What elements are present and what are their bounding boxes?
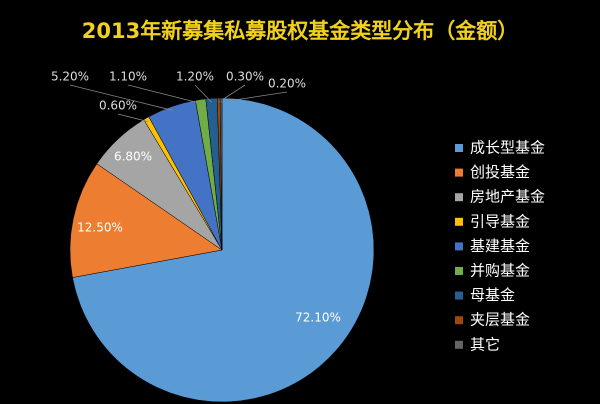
legend-swatch [455,242,463,251]
legend-swatch [455,168,463,177]
legend-label: 并购基金 [470,262,530,280]
data-label: 0.20% [268,77,306,91]
pie-slice [69,163,223,278]
legend-label: 夹层基金 [470,311,530,329]
legend-swatch [455,217,463,226]
legend-label: 其它 [470,335,500,353]
legend-swatch [455,316,463,325]
leader-line [218,84,246,103]
legend-label: 母基金 [470,286,515,304]
legend-label: 基建基金 [470,237,530,255]
leader-line [117,113,149,123]
pie-slice [72,97,375,403]
data-label: 6.80% [114,150,152,164]
chart-title: 2013年新募集私募股权基金类型分布（金额） [82,19,518,43]
legend-swatch [455,144,463,152]
leader-line [194,84,213,103]
data-label: 0.30% [226,70,264,84]
legend-label: 创投基金 [470,163,530,181]
legend-swatch [455,291,463,300]
leader-line [221,91,288,103]
data-label: 1.10% [109,70,147,84]
data-label: 5.20% [51,70,89,84]
legend-swatch [455,267,463,275]
pie-slice [219,97,223,251]
legend-swatch [455,340,463,349]
legend-label: 引导基金 [470,212,530,230]
legend-label: 成长型基金 [470,139,545,157]
leader-line [69,84,173,111]
data-label: 12.50% [77,221,123,235]
data-label: 0.60% [99,99,137,113]
legend-label: 房地产基金 [470,188,545,206]
data-label: 72.10% [295,311,341,325]
data-label: 1.20% [176,70,214,84]
leader-line [127,84,202,104]
legend-swatch [455,193,463,202]
